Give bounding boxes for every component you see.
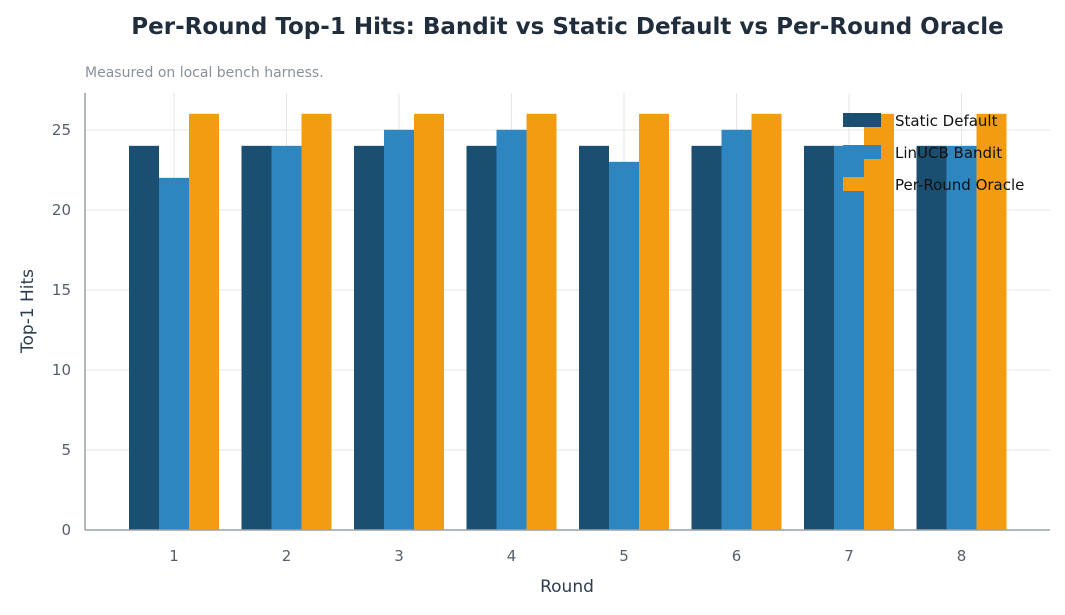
chart-title: Per-Round Top-1 Hits: Bandit vs Static D… (131, 14, 1004, 40)
bar-per-round-oracle-round-3 (414, 113, 444, 531)
bar-static-default-round-3 (354, 145, 384, 531)
bar-static-default-round-7 (804, 145, 834, 531)
x-tick-label: 7 (844, 547, 854, 565)
bar-per-round-oracle-round-4 (526, 113, 557, 531)
x-tick-label: 4 (507, 547, 517, 565)
y-tick-label: 10 (52, 361, 71, 379)
x-tick-label: 5 (619, 547, 629, 565)
bar-per-round-oracle-round-1 (189, 113, 219, 531)
legend: Static Default LinUCB Bandit Per-Round Ora… (843, 112, 1024, 194)
x-tick-label: 8 (957, 547, 967, 565)
bar-linucb-bandit-round-7 (834, 145, 864, 531)
y-tick-label: 20 (52, 201, 71, 219)
legend-swatch (843, 145, 881, 159)
y-tick-label: 0 (61, 521, 71, 539)
bar-per-round-oracle-round-2 (301, 113, 332, 531)
bar-static-default-round-5 (579, 145, 609, 531)
bar-static-default-round-8 (916, 145, 947, 531)
x-tick-label: 3 (394, 547, 404, 565)
bar-linucb-bandit-round-8 (946, 145, 977, 531)
axes (84, 93, 1050, 531)
bar-linucb-bandit-round-1 (159, 177, 189, 531)
legend-label: LinUCB Bandit (895, 144, 1002, 162)
bars (129, 113, 1007, 531)
y-axis-title: Top-1 Hits (18, 269, 38, 354)
legend-swatch (843, 177, 881, 191)
bar-static-default-round-2 (241, 145, 272, 531)
legend-label: Per-Round Oracle (895, 176, 1024, 194)
chart-subtitle: Measured on local bench harness. (85, 65, 324, 81)
bar-static-default-round-1 (129, 145, 159, 531)
bar-linucb-bandit-round-6 (721, 129, 752, 531)
bar-linucb-bandit-round-5 (609, 161, 639, 531)
y-tick-label: 15 (52, 281, 71, 299)
x-tick-label: 1 (169, 547, 179, 565)
x-tick-label: 6 (732, 547, 742, 565)
bar-per-round-oracle-round-7 (864, 113, 894, 531)
bar-linucb-bandit-round-4 (496, 129, 527, 531)
legend-label: Static Default (895, 112, 998, 130)
y-tick-label: 25 (52, 121, 71, 139)
y-tick-label: 5 (61, 441, 71, 459)
legend-swatch (843, 113, 881, 127)
x-axis-title: Round (540, 577, 594, 597)
tick-labels: 0 5 10 15 20 25 1 2 3 4 5 6 7 8 (52, 121, 966, 565)
bar-per-round-oracle-round-8 (976, 113, 1007, 531)
x-tick-label: 2 (282, 547, 292, 565)
bar-static-default-round-4 (466, 145, 497, 531)
bar-linucb-bandit-round-3 (384, 129, 414, 531)
bar-linucb-bandit-round-2 (271, 145, 302, 531)
bar-per-round-oracle-round-6 (751, 113, 782, 531)
bar-static-default-round-6 (691, 145, 722, 531)
bar-per-round-oracle-round-5 (639, 113, 669, 531)
